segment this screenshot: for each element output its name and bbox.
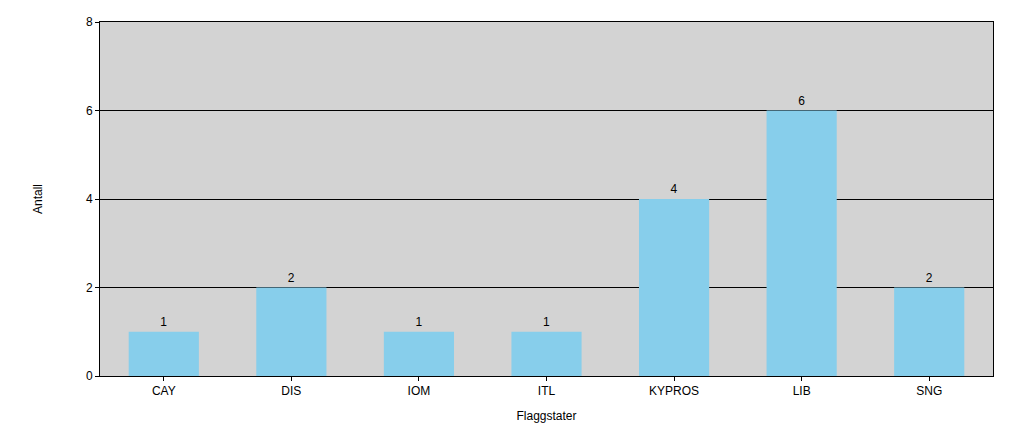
svg-text:8: 8 [86,15,93,29]
svg-text:SNG: SNG [916,384,942,398]
svg-text:Flaggstater: Flaggstater [516,409,576,423]
svg-text:0: 0 [86,369,93,383]
svg-text:1: 1 [415,315,422,329]
svg-text:ITL: ITL [538,384,556,398]
svg-text:6: 6 [798,94,805,108]
svg-text:Antall: Antall [31,184,45,214]
svg-text:LIB: LIB [793,384,811,398]
svg-text:1: 1 [543,315,550,329]
svg-text:KYPROS: KYPROS [649,384,699,398]
svg-text:DIS: DIS [281,384,301,398]
svg-text:IOM: IOM [408,384,431,398]
svg-text:6: 6 [86,104,93,118]
svg-text:1: 1 [160,315,167,329]
svg-text:4: 4 [86,192,93,206]
svg-text:CAY: CAY [152,384,176,398]
svg-text:2: 2 [86,281,93,295]
svg-text:4: 4 [671,182,678,196]
svg-text:2: 2 [288,271,295,285]
svg-text:2: 2 [926,271,933,285]
